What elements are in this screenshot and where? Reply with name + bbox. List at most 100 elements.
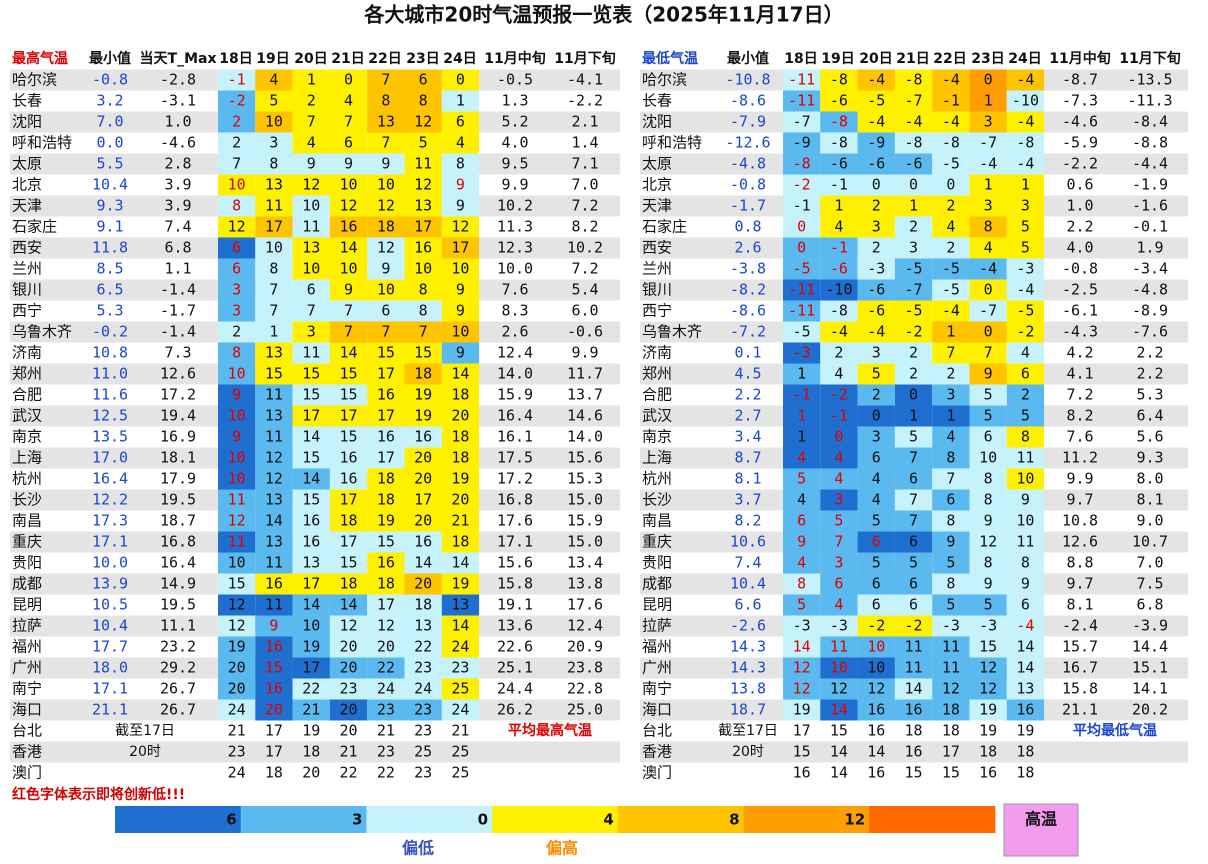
mid-value: -4.6 [1062,113,1098,131]
day-value: 5 [984,596,993,614]
city: 澳门 [12,764,42,782]
day-cell [969,573,1007,595]
day-cell [367,174,405,196]
city: 长沙 [12,491,42,509]
day-value: 6 [872,533,881,551]
today-max: -2.8 [160,71,196,89]
day-cell [932,300,970,322]
city: 成都 [642,575,672,593]
day-cell [857,552,895,574]
day-cell [441,468,480,490]
late-value: -11.3 [1127,92,1172,110]
city: 上海 [12,449,42,467]
day-cell [932,636,970,658]
day-cell [857,300,895,322]
day-cell [441,132,480,154]
city: 南宁 [12,680,42,698]
min-value: 3.2 [96,92,123,110]
day-cell [367,258,405,280]
day-cell [404,237,442,259]
day-value: -2 [905,323,923,341]
min-value: 17.1 [92,680,128,698]
day-value: 7 [909,512,918,530]
min-value: 10.5 [92,596,128,614]
day-value: 5 [946,554,955,572]
day-cell [218,552,256,574]
day-cell [820,531,858,553]
day-value: -2 [905,617,923,635]
late-value: 15.3 [567,470,603,488]
mid-value: 8.2 [1066,407,1093,425]
today-max: 18.7 [160,512,196,530]
day-value: 17 [265,743,283,761]
city: 海口 [642,701,672,719]
day-value: 8 [232,197,241,215]
day-cell [218,342,256,364]
day-value: 2 [872,239,881,257]
day-cell [1006,69,1045,91]
day-cell [894,426,933,448]
day-cell [969,489,1007,511]
day-cell [255,657,293,679]
legend-label: 0 [478,811,488,829]
day-value: 3 [872,428,881,446]
day-value: 6 [419,71,428,89]
day-cell [218,384,256,406]
day-value: 12 [867,680,885,698]
day-value: 12 [793,680,811,698]
day-cell [820,468,858,490]
day-cell [404,342,442,364]
city: 郑州 [642,365,672,383]
min-value: 13.9 [92,575,128,593]
day-cell [783,510,821,532]
day-value: -9 [867,134,885,152]
min-value: 21.1 [92,701,128,719]
late-value: -2.2 [567,92,603,110]
day-value: -5 [1016,302,1034,320]
day-value: 23 [228,743,246,761]
legend-swatch [492,806,619,833]
day-value: 20 [414,470,432,488]
day-value: 20 [340,638,358,656]
day-value: 14 [1016,659,1034,677]
day-value: 14 [302,470,320,488]
day-cell [969,279,1007,301]
day-cell [820,279,858,301]
min-value: -1.7 [730,197,766,215]
day-value: 6 [909,575,918,593]
day-cell [329,153,368,175]
day-cell [857,384,895,406]
day-value: -4 [942,71,960,89]
day-cell [292,153,330,175]
day-cell [969,321,1007,343]
mid-value: 15.7 [1062,638,1098,656]
mid-value: 2.6 [501,323,528,341]
today-max: 16.9 [160,428,196,446]
day-cell [329,699,368,721]
day-cell [969,69,1007,91]
legend-swatch [115,806,242,833]
city: 北京 [12,176,42,194]
day-value: 1 [909,197,918,215]
day-value: 1 [456,92,465,110]
city: 济南 [642,344,672,362]
day-cell [783,699,821,721]
day-cell [783,174,821,196]
day-cell [820,405,858,427]
day-value: 4 [307,134,316,152]
day-value: -6 [830,155,848,173]
day-value: 3 [946,386,955,404]
day-value: 24 [377,680,395,698]
day-value: 25 [451,680,469,698]
day-cell [932,678,970,700]
day-cell [367,90,405,112]
day-value: 10 [302,617,320,635]
day-value: 16 [302,533,320,551]
day-cell [441,237,480,259]
min-value: 11.6 [92,386,128,404]
day-value: -4 [942,113,960,131]
day-cell [292,468,330,490]
day-cell [932,216,970,238]
day-value: 17 [265,722,283,740]
day-cell [329,678,368,700]
